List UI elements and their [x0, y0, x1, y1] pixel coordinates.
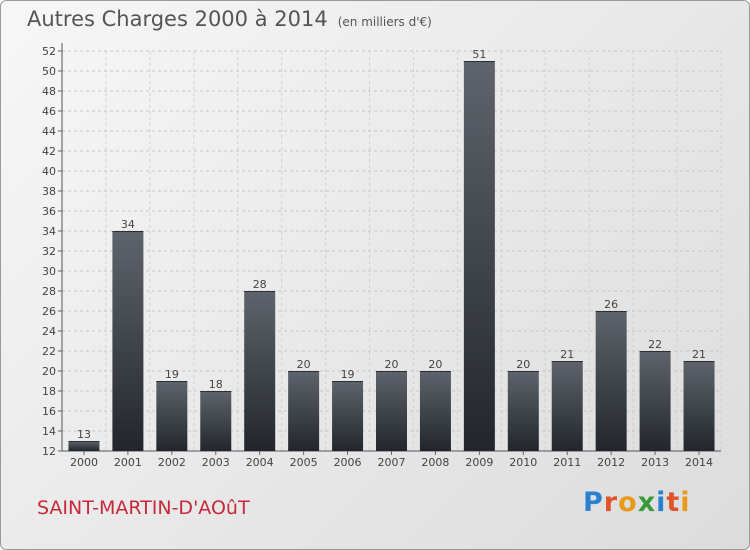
value-label: 20 — [385, 358, 399, 371]
x-tick-label: 2011 — [553, 456, 581, 469]
y-tick-label: 36 — [42, 205, 56, 218]
bar-2011 — [551, 361, 583, 451]
labels: 12 14 16 18 20 22 24 26 28 30 32 34 36 38 40 42 44 46 48 50… — [42, 45, 713, 469]
value-label: 18 — [209, 378, 223, 391]
x-tick-label: 2000 — [70, 456, 98, 469]
bar-2001 — [112, 231, 144, 451]
bar-2003 — [200, 391, 232, 451]
y-tick-label: 24 — [42, 325, 56, 338]
y-tick-label: 34 — [42, 225, 56, 238]
logo-letter: x — [637, 487, 657, 518]
y-tick-label: 46 — [42, 105, 56, 118]
y-tick-label: 38 — [42, 185, 56, 198]
y-tick-label: 16 — [42, 405, 56, 418]
y-tick-label: 48 — [42, 85, 56, 98]
x-tick-label: 2014 — [685, 456, 713, 469]
value-label: 26 — [604, 298, 618, 311]
bar-2006 — [332, 381, 364, 451]
y-tick-label: 52 — [42, 45, 56, 58]
y-tick-label: 40 — [42, 165, 56, 178]
commune-name: SAINT-MARTIN-D'AOûT — [37, 497, 250, 519]
logo-letter: t — [666, 487, 681, 518]
bar-2002 — [156, 381, 188, 451]
logo-letter: r — [603, 487, 619, 518]
x-tick-label: 2005 — [290, 456, 318, 469]
value-label: 20 — [516, 358, 530, 371]
y-tick-label: 44 — [42, 125, 56, 138]
value-label: 19 — [165, 368, 179, 381]
bar-2008 — [419, 371, 451, 451]
y-tick-label: 22 — [42, 345, 56, 358]
y-tick-label: 12 — [42, 445, 56, 458]
y-tick-label: 18 — [42, 385, 56, 398]
value-label: 20 — [428, 358, 442, 371]
bar-2007 — [376, 371, 407, 451]
x-tick-label: 2009 — [465, 456, 493, 469]
y-tick-label: 28 — [42, 285, 56, 298]
value-label: 34 — [121, 218, 135, 231]
bar-2012 — [595, 311, 627, 451]
y-tick-label: 14 — [42, 425, 56, 438]
bar-2004 — [244, 291, 276, 451]
x-tick-label: 2007 — [378, 456, 406, 469]
bars — [68, 61, 715, 451]
value-label: 20 — [297, 358, 311, 371]
bar-2010 — [507, 371, 539, 451]
value-label: 21 — [692, 348, 706, 361]
x-tick-label: 2006 — [334, 456, 362, 469]
x-tick-label: 2004 — [246, 456, 274, 469]
chart-subtitle: (en milliers d'€) — [337, 15, 432, 29]
y-tick-label: 32 — [42, 245, 56, 258]
x-tick-label: 2012 — [597, 456, 625, 469]
value-label: 51 — [472, 48, 486, 61]
y-tick-label: 30 — [42, 265, 56, 278]
value-label: 13 — [77, 428, 91, 441]
x-tick-label: 2013 — [641, 456, 669, 469]
chart-title: Autres Charges 2000 à 2014 — [27, 7, 328, 31]
value-label: 22 — [648, 338, 662, 351]
y-tick-label: 20 — [42, 365, 56, 378]
logo-letter: P — [583, 487, 604, 518]
title-row: Autres Charges 2000 à 2014 (en milliers d… — [27, 7, 432, 31]
logo-letter: o — [618, 487, 638, 518]
value-label: 21 — [560, 348, 574, 361]
x-tick-label: 2010 — [509, 456, 537, 469]
x-tick-label: 2008 — [421, 456, 449, 469]
bar-2013 — [639, 351, 671, 451]
logo-letter: i — [656, 487, 667, 518]
logo-letter: i — [680, 487, 691, 518]
bar-2009 — [463, 61, 495, 451]
x-tick-label: 2002 — [158, 456, 186, 469]
bar-2005 — [288, 371, 320, 451]
value-label: 28 — [253, 278, 267, 291]
proxiti-logo: Proxiti — [583, 487, 691, 518]
bar-2000 — [68, 441, 100, 451]
y-tick-label: 50 — [42, 65, 56, 78]
bar-2014 — [683, 361, 715, 451]
y-tick-label: 26 — [42, 305, 56, 318]
y-tick-label: 42 — [42, 145, 56, 158]
x-tick-label: 2001 — [114, 456, 142, 469]
value-label: 19 — [341, 368, 355, 381]
x-tick-label: 2003 — [202, 456, 230, 469]
